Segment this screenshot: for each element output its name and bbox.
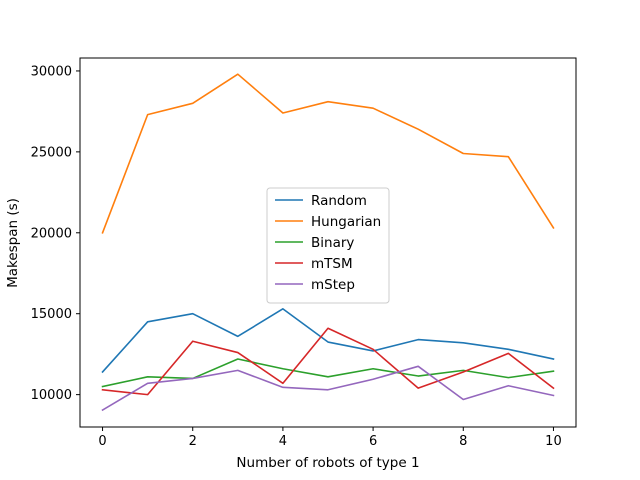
legend-label-mtsm: mTSM — [311, 256, 353, 272]
series-line-binary — [101, 358, 555, 388]
series-line-hungarian — [101, 73, 555, 234]
y-tick-label: 30000 — [31, 64, 72, 79]
plot-frame — [79, 57, 577, 428]
legend-label-mstep: mStep — [311, 277, 355, 293]
series-layer — [101, 73, 555, 412]
x-axis-label: Number of robots of type 1 — [236, 455, 419, 471]
series-line-random — [101, 308, 555, 374]
x-tick-label: 6 — [369, 434, 377, 449]
legend: Random Hungarian Binary mTSM mStep — [266, 187, 390, 304]
y-tick-label: 15000 — [31, 307, 72, 322]
series-line-mtsm — [101, 327, 555, 396]
x-tick-label: 2 — [189, 434, 197, 449]
y-tick-label: 10000 — [31, 388, 72, 403]
x-tick-label: 8 — [459, 434, 467, 449]
series-line-mstep — [101, 365, 555, 412]
legend-label-binary: Binary — [311, 235, 354, 251]
legend-box — [266, 187, 390, 304]
legend-label-hungarian: Hungarian — [311, 214, 381, 230]
y-tick-label: 20000 — [31, 226, 72, 241]
x-tick-label: 0 — [98, 434, 106, 449]
y-tick-label: 25000 — [31, 145, 72, 160]
y-axis-label: Makespan (s) — [5, 198, 21, 288]
x-tick-label: 10 — [545, 434, 562, 449]
legend-label-random: Random — [311, 193, 367, 209]
x-tick-label: 4 — [279, 434, 287, 449]
ticks-layer: 0 2 4 6 8 10 10000 15000 20000 25000 30000 — [31, 64, 562, 449]
